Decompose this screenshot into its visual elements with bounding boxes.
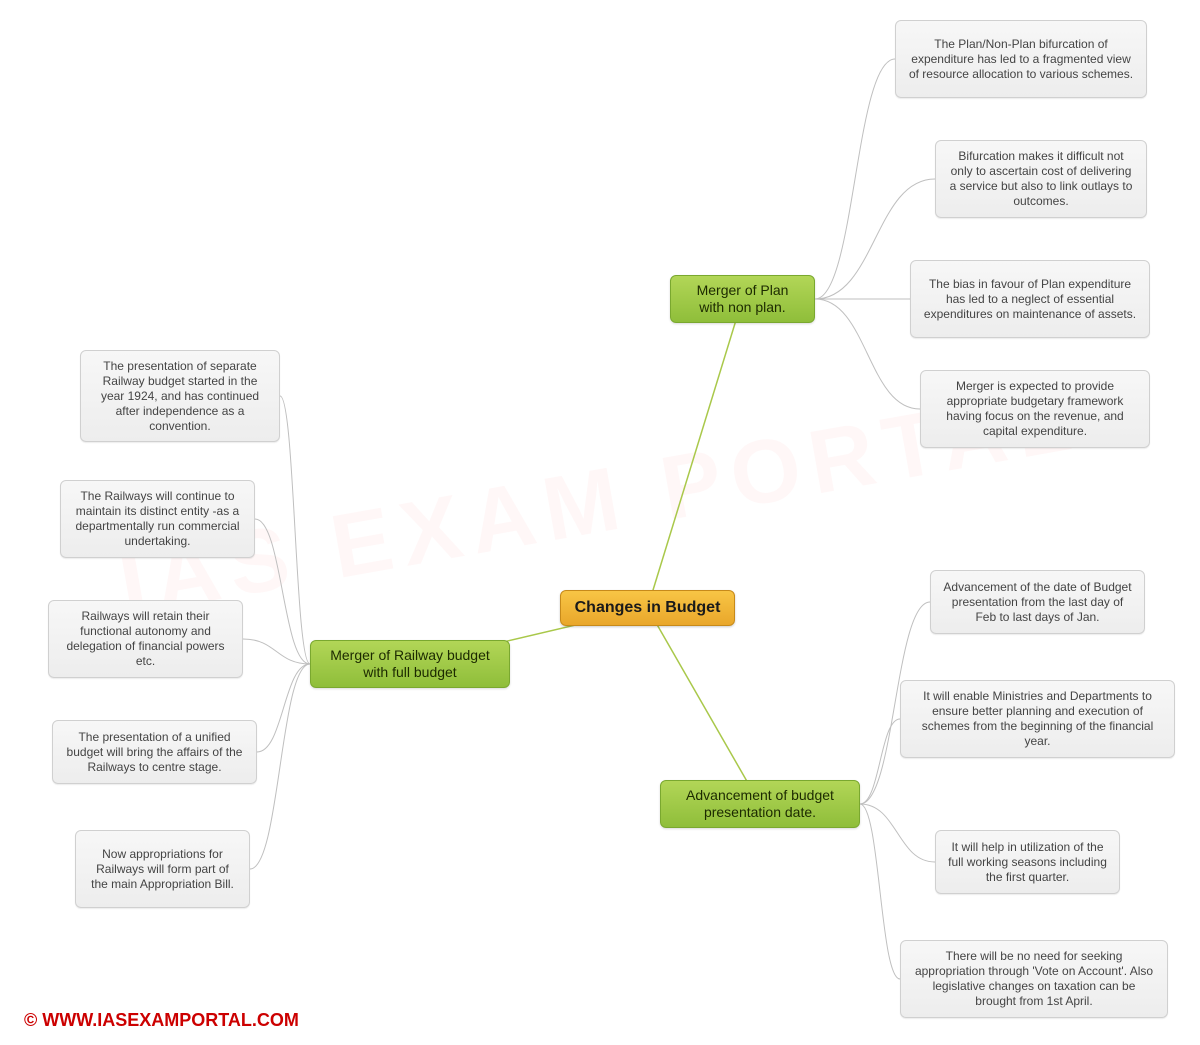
leaf-adv1: Advancement of the date of Budget presen…	[930, 570, 1145, 634]
leaf-rail4: The presentation of a unified budget wil…	[52, 720, 257, 784]
branch-advance: Advancement of budget presentation date.	[660, 780, 860, 828]
leaf-plan2: Bifurcation makes it difficult not only …	[935, 140, 1147, 218]
leaf-plan1: The Plan/Non-Plan bifurcation of expendi…	[895, 20, 1147, 98]
branch-plan: Merger of Plan with non plan.	[670, 275, 815, 323]
leaf-rail1: The presentation of separate Railway bud…	[80, 350, 280, 442]
leaf-adv2: It will enable Ministries and Department…	[900, 680, 1175, 758]
leaf-adv4: There will be no need for seeking approp…	[900, 940, 1168, 1018]
leaf-adv3: It will help in utilization of the full …	[935, 830, 1120, 894]
branch-railway: Merger of Railway budget with full budge…	[310, 640, 510, 688]
leaf-plan4: Merger is expected to provide appropriat…	[920, 370, 1150, 448]
copyright-text: © WWW.IASEXAMPORTAL.COM	[24, 1010, 299, 1031]
leaf-rail3: Railways will retain their functional au…	[48, 600, 243, 678]
leaf-rail2: The Railways will continue to maintain i…	[60, 480, 255, 558]
leaf-plan3: The bias in favour of Plan expenditure h…	[910, 260, 1150, 338]
leaf-rail5: Now appropriations for Railways will for…	[75, 830, 250, 908]
root-node: Changes in Budget	[560, 590, 735, 626]
